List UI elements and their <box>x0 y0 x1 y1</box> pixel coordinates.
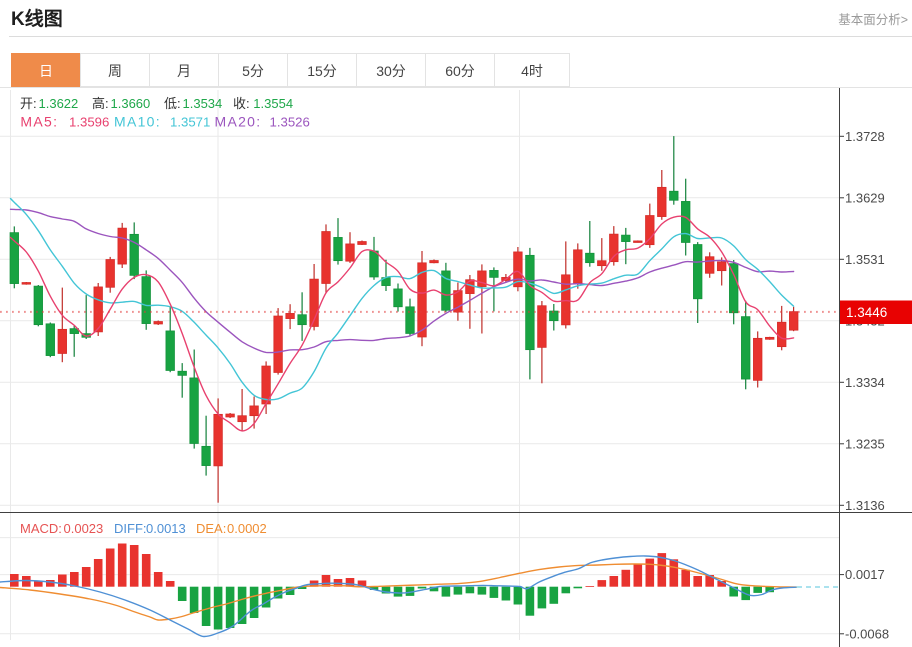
svg-text:1.3629: 1.3629 <box>845 190 885 205</box>
svg-text:高:: 高: <box>92 96 109 111</box>
svg-text:1.3531: 1.3531 <box>845 252 885 267</box>
svg-text:MA10:: MA10: <box>114 114 161 130</box>
svg-text:0.0023: 0.0023 <box>64 521 104 536</box>
svg-text:MACD:: MACD: <box>20 521 62 536</box>
svg-text:0.0002: 0.0002 <box>227 521 267 536</box>
svg-text:1.3235: 1.3235 <box>845 436 885 451</box>
svg-text:-0.0068: -0.0068 <box>845 626 889 641</box>
svg-text:1.3446: 1.3446 <box>846 305 887 320</box>
svg-text:1.3596: 1.3596 <box>69 115 109 130</box>
svg-text:DEA:: DEA: <box>196 521 226 536</box>
svg-text:开:: 开: <box>20 96 37 111</box>
svg-text:1.3334: 1.3334 <box>845 375 885 390</box>
svg-text:1.3571: 1.3571 <box>170 115 210 130</box>
svg-text:DIFF:: DIFF: <box>114 521 147 536</box>
svg-text:0.0013: 0.0013 <box>146 521 186 536</box>
svg-text:收:: 收: <box>233 96 250 111</box>
svg-text:MA5:: MA5: <box>20 114 58 130</box>
svg-text:1.3660: 1.3660 <box>111 96 151 111</box>
svg-text:1.3728: 1.3728 <box>845 129 885 144</box>
svg-text:1.3622: 1.3622 <box>39 96 79 111</box>
svg-text:0.0017: 0.0017 <box>845 567 885 582</box>
svg-text:1.3136: 1.3136 <box>845 498 885 513</box>
svg-text:1.3554: 1.3554 <box>253 96 293 111</box>
svg-text:低:: 低: <box>164 96 181 111</box>
svg-text:MA20:: MA20: <box>215 114 262 130</box>
svg-text:1.3526: 1.3526 <box>270 115 310 130</box>
svg-text:1.3534: 1.3534 <box>183 96 223 111</box>
